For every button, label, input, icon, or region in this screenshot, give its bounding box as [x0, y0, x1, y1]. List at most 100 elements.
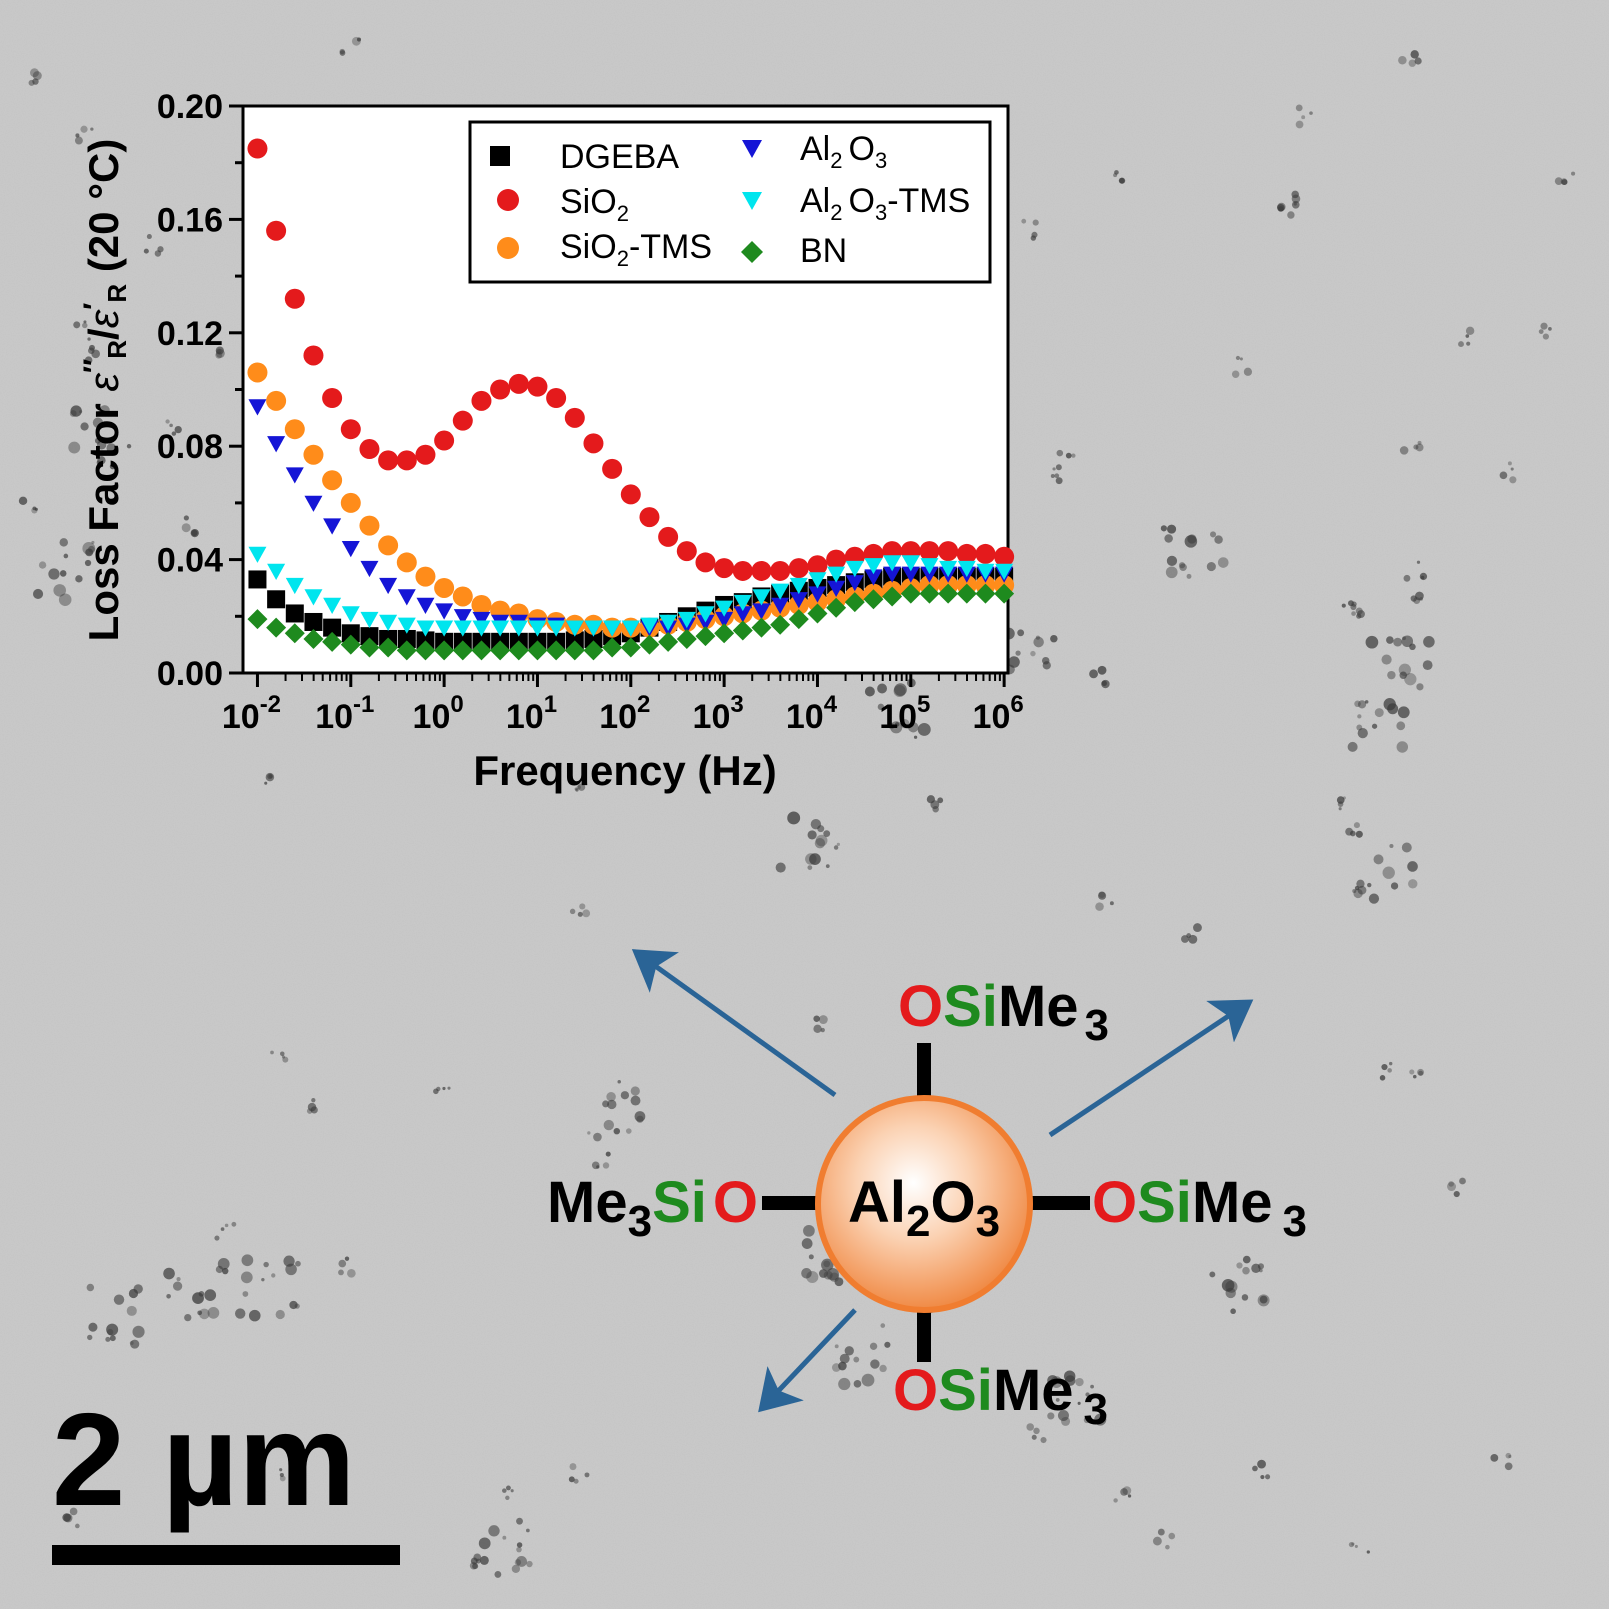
particle-dot [1413, 444, 1419, 450]
particle-dot [930, 800, 940, 810]
particle-dot [75, 133, 80, 138]
data-point [359, 637, 380, 658]
particle-dot [1510, 467, 1514, 471]
data-point [844, 592, 865, 613]
particle-dot [69, 1507, 78, 1516]
particle-dot [1504, 1462, 1513, 1471]
particle-dot [1356, 613, 1362, 619]
particle-dot [630, 1086, 640, 1096]
data-markers [247, 138, 1015, 661]
data-point [341, 606, 360, 623]
particle-dot [587, 1131, 591, 1135]
particle-dot [908, 722, 919, 733]
particle-dot [1509, 476, 1517, 484]
particle-dot [1291, 194, 1301, 204]
data-point [696, 614, 715, 631]
particle-dot [1387, 670, 1396, 680]
x-tick-label: 10-2 [222, 691, 281, 736]
data-point [341, 624, 360, 643]
particle-dot [505, 1495, 510, 1501]
particle-dot [207, 1307, 220, 1319]
particle-dot [311, 1098, 316, 1103]
particle-dot [1047, 1375, 1058, 1386]
particle-dot [88, 347, 95, 354]
particle-dot [215, 346, 224, 355]
series-SiO2 [247, 138, 1015, 581]
particle-dot [596, 1165, 600, 1169]
particle-dot [176, 1277, 181, 1282]
particle-dot [242, 1291, 249, 1297]
particle-dot [1365, 635, 1379, 649]
particle-dot [1071, 453, 1076, 458]
loss-factor-chart: 0.000.040.080.120.160.20 10-2 10-1 100 101 1… [78, 88, 1024, 794]
particle-dot [815, 834, 828, 847]
particle-dot [1236, 1262, 1243, 1269]
legend-symbol [490, 146, 510, 166]
data-point [639, 634, 660, 655]
data-point [938, 583, 959, 604]
particle-dot [1382, 866, 1395, 879]
data-point [359, 439, 380, 460]
particle-dot [126, 1305, 137, 1316]
data-point [247, 362, 268, 383]
data-point [771, 597, 790, 614]
data-point [435, 603, 454, 620]
particle-dot [1167, 524, 1177, 534]
particle-dot [1077, 1401, 1081, 1405]
data-point [676, 541, 697, 562]
particle-dot [825, 864, 830, 869]
particle-dot [1386, 636, 1394, 644]
particle-dot [1184, 535, 1198, 548]
particle-dot [579, 903, 586, 910]
particle-dot [1127, 1494, 1132, 1498]
data-point [695, 626, 716, 647]
particle-dot [106, 1323, 119, 1336]
particle-dot [31, 507, 38, 514]
particle-dot [1152, 1536, 1162, 1546]
particle-dot [1542, 333, 1550, 340]
particle-dot [172, 1281, 183, 1291]
data-point [771, 583, 790, 600]
particle-dot [1338, 807, 1342, 811]
particle-dot [267, 773, 273, 780]
particle-dot [870, 1359, 880, 1369]
particle-dot [502, 1535, 507, 1540]
particle-dot [181, 523, 191, 533]
particle-dot [1508, 1454, 1512, 1459]
particle-dot [1031, 231, 1038, 238]
data-point [732, 560, 753, 581]
particle-dot [880, 1323, 886, 1328]
particle-dot [818, 1015, 828, 1025]
x-axis-ticks: 10-2 10-1 100 101 102 103 104 105 106 [222, 673, 1024, 736]
data-point [676, 628, 697, 649]
particle-dot [1031, 1434, 1037, 1440]
particle-dot [1336, 796, 1345, 804]
particle-dot [809, 853, 821, 865]
particle-dot [636, 1115, 644, 1123]
particle-dot [1381, 654, 1392, 665]
particle-dot [282, 1056, 289, 1063]
data-point [919, 583, 940, 604]
legend-label-al2o3: Al2 O3 [800, 130, 887, 173]
data-point [527, 376, 548, 397]
particle-dot [787, 811, 801, 825]
particle-dot [511, 1564, 521, 1574]
particle-dot [620, 1091, 630, 1100]
particle-dot [1409, 1069, 1415, 1075]
particle-dot [1458, 341, 1464, 348]
particle-dot [88, 1322, 98, 1332]
particle-dot [1408, 879, 1418, 889]
particle-dot [1026, 1423, 1034, 1431]
particle-dot [514, 1559, 522, 1566]
particle-dot [593, 1132, 602, 1142]
particle-dot [1050, 474, 1055, 479]
data-point [732, 620, 753, 641]
data-point [639, 507, 660, 528]
particle-dot [1415, 591, 1424, 601]
particle-dot [803, 1224, 815, 1237]
particle-dot [1120, 1488, 1128, 1496]
particle-dot [1548, 327, 1552, 331]
particle-dot [913, 735, 918, 739]
y-tick-label: 0.20 [157, 88, 223, 126]
